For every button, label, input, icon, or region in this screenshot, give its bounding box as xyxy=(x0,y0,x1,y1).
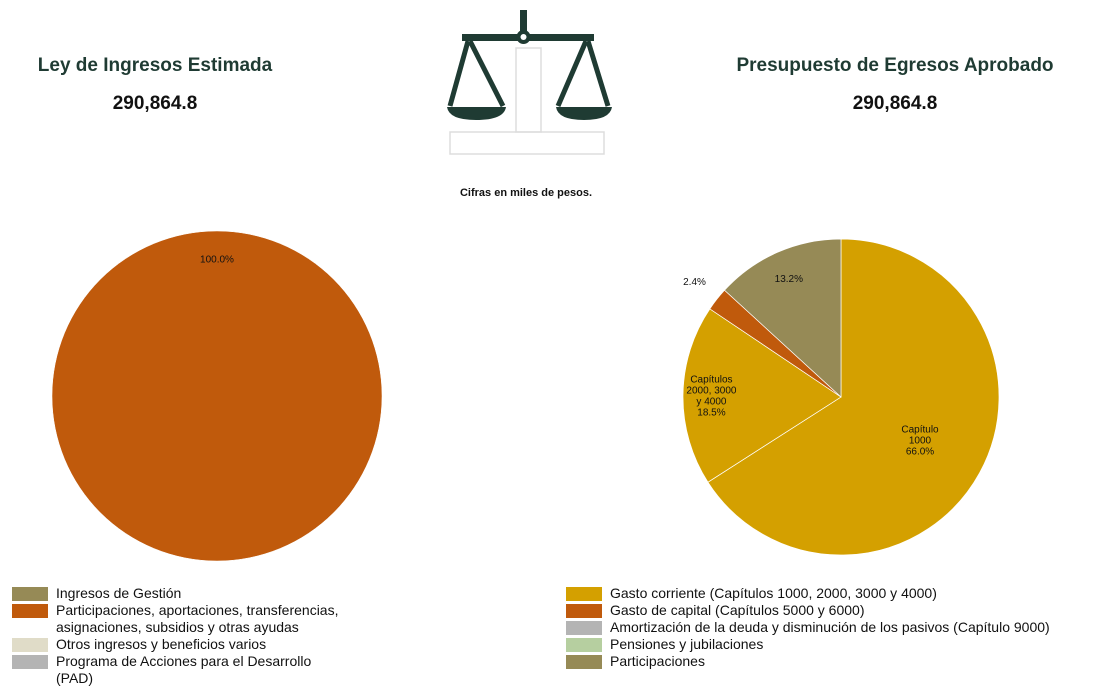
pie-slice xyxy=(51,230,383,562)
legend-label: Pensiones y jubilaciones xyxy=(610,636,764,652)
legend-item: Pensiones y jubilaciones xyxy=(566,636,1111,653)
legend: Gasto corriente (Capítulos 1000, 2000, 3… xyxy=(566,585,1111,670)
note: Cifras en miles de pesos. xyxy=(460,187,592,199)
legend-swatch xyxy=(12,638,48,652)
legend-label: Amortización de la deuda y disminución d… xyxy=(610,619,1050,635)
legend-swatch xyxy=(566,638,602,652)
legend-label: Programa de Acciones para el Desarrollo … xyxy=(56,653,312,686)
slice-label: 2.4% xyxy=(683,277,706,288)
legend-label: Participaciones xyxy=(610,653,705,669)
slice-label: 100.0% xyxy=(200,255,234,266)
legend-item: Programa de Acciones para el Desarrollo … xyxy=(12,653,352,687)
slice-label: 13.2% xyxy=(775,274,803,285)
legend-swatch xyxy=(12,604,48,618)
legend-item: Otros ingresos y beneficios varios xyxy=(12,636,352,653)
left-amount: 290,864.8 xyxy=(113,93,198,114)
legend: Ingresos de Gestión Participaciones, apor… xyxy=(12,585,352,687)
slice-label: 1000 xyxy=(909,436,932,447)
legend-item: Gasto de capital (Capítulos 5000 y 6000) xyxy=(566,602,1111,619)
legend-item: Gasto corriente (Capítulos 1000, 2000, 3… xyxy=(566,585,1111,602)
legend-swatch xyxy=(12,655,48,669)
legend-item: Participaciones, aportaciones, transfere… xyxy=(12,602,352,636)
legend-item: Ingresos de Gestión xyxy=(12,585,352,602)
legend-label: Ingresos de Gestión xyxy=(56,585,182,601)
pie-slice xyxy=(724,238,842,398)
legend-swatch xyxy=(566,655,602,669)
slice-label: 18.5% xyxy=(697,408,725,419)
legend-item: Participaciones xyxy=(566,653,1111,670)
right-title: Presupuesto de Egresos Aprobado xyxy=(736,55,1053,76)
legend-swatch xyxy=(566,621,602,635)
slice-label: 2000, 3000 xyxy=(686,386,736,397)
legend-item: Amortización de la deuda y disminución d… xyxy=(566,619,1111,636)
scales-icon xyxy=(447,10,612,155)
legend-label: Otros ingresos y beneficios varios xyxy=(56,636,267,652)
legend-label: Participaciones, aportaciones, transfere… xyxy=(56,602,339,635)
legend-swatch xyxy=(566,587,602,601)
legend-swatch xyxy=(12,587,48,601)
legend-label: Gasto corriente (Capítulos 1000, 2000, 3… xyxy=(610,585,937,601)
legend-swatch xyxy=(566,604,602,618)
slice-label: Capítulos xyxy=(690,375,732,386)
slice-label: 66.0% xyxy=(906,447,934,458)
slice-label: y 4000 xyxy=(696,397,726,408)
slice-label: Capítulo xyxy=(901,425,939,436)
right-amount: 290,864.8 xyxy=(853,93,938,114)
legend-label: Gasto de capital (Capítulos 5000 y 6000) xyxy=(610,602,865,618)
pie-slice xyxy=(707,238,1000,556)
pie-slice xyxy=(682,308,842,483)
left-title: Ley de Ingresos Estimada xyxy=(38,55,273,76)
